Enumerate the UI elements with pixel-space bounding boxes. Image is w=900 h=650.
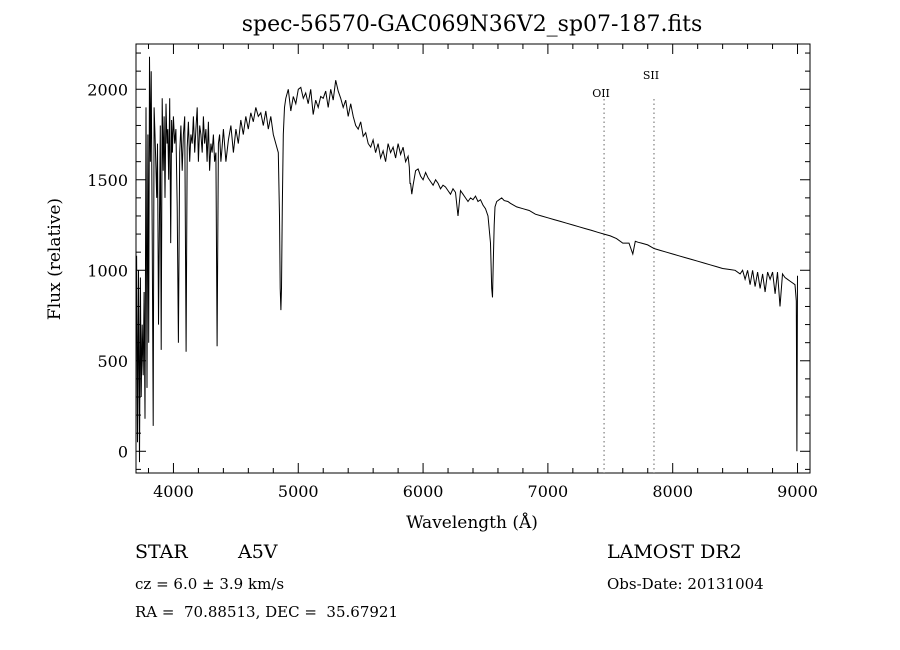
- y-tick-label: 0: [118, 442, 128, 461]
- spectrum-line: [136, 56, 798, 463]
- coordinates: RA = 70.88513, DEC = 35.67921: [135, 603, 399, 621]
- x-tick-label: 5000: [278, 482, 319, 501]
- y-tick-label: 2000: [87, 80, 128, 99]
- spectral-subclass: A5V: [238, 541, 278, 563]
- emission-line-markers: OII SII: [592, 69, 659, 473]
- line-marker-label: SII: [643, 69, 659, 82]
- x-axis-label: Wavelength (Å): [406, 512, 538, 533]
- x-tick-label: 9000: [777, 482, 818, 501]
- line-marker-label: OII: [592, 87, 610, 100]
- plot-frame: [135, 43, 811, 474]
- y-tick-label: 500: [97, 352, 128, 371]
- x-tick-label: 8000: [652, 482, 693, 501]
- y-tick-label: 1500: [87, 171, 128, 190]
- x-tick-label: 7000: [528, 482, 569, 501]
- chart-title: spec-56570-GAC069N36V2_sp07-187.fits: [242, 12, 703, 37]
- x-tick-label: 4000: [153, 482, 194, 501]
- x-tick-label: 6000: [403, 482, 444, 501]
- survey-name: LAMOST DR2: [607, 541, 742, 563]
- y-axis-label: Flux (relative): [45, 198, 65, 320]
- redshift-velocity: cz = 6.0 ± 3.9 km/s: [135, 575, 285, 593]
- observation-date: Obs-Date: 20131004: [607, 575, 764, 593]
- y-tick-label: 1000: [87, 261, 128, 280]
- axis-ticks: 4000 5000 6000 7000 8000 9000 0 500 1000 1500 2000: [87, 44, 818, 501]
- object-class: STAR: [135, 541, 188, 563]
